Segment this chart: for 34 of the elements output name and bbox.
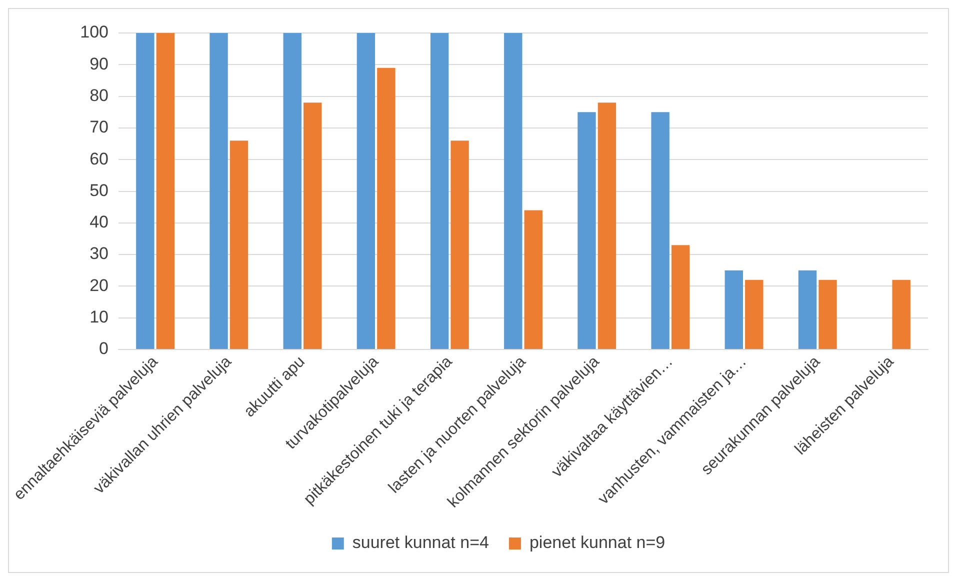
bar xyxy=(430,33,449,350)
y-tick-label: 20 xyxy=(90,276,109,295)
bar xyxy=(798,270,817,350)
y-tick-label: 0 xyxy=(99,339,109,358)
bar xyxy=(377,68,396,350)
bar xyxy=(651,112,670,350)
bar xyxy=(230,140,248,350)
y-tick-label: 10 xyxy=(90,308,109,327)
bar xyxy=(818,280,837,350)
bar xyxy=(578,112,596,350)
bar xyxy=(524,210,542,350)
bar xyxy=(598,102,616,350)
bar xyxy=(303,102,322,350)
bar xyxy=(724,270,744,350)
y-tick-label: 100 xyxy=(80,22,109,42)
bar xyxy=(156,33,175,350)
bar xyxy=(356,33,376,350)
legend-label: pienet kunnat n=9 xyxy=(529,533,666,552)
y-tick-label: 60 xyxy=(90,149,109,168)
y-tick-label: 80 xyxy=(90,86,109,105)
y-tick-label: 30 xyxy=(90,244,109,264)
bar xyxy=(892,280,910,350)
bar xyxy=(745,280,764,350)
legend-label: suuret kunnat n=4 xyxy=(352,533,489,552)
y-tick-label: 90 xyxy=(90,54,109,74)
bar xyxy=(283,33,302,350)
bar xyxy=(450,140,469,350)
bar xyxy=(136,33,154,350)
bar xyxy=(210,33,228,350)
y-tick-label: 50 xyxy=(90,180,109,200)
y-tick-label: 40 xyxy=(90,212,109,232)
bar xyxy=(504,33,522,350)
y-tick-label: 70 xyxy=(90,118,109,137)
bar xyxy=(671,245,690,350)
